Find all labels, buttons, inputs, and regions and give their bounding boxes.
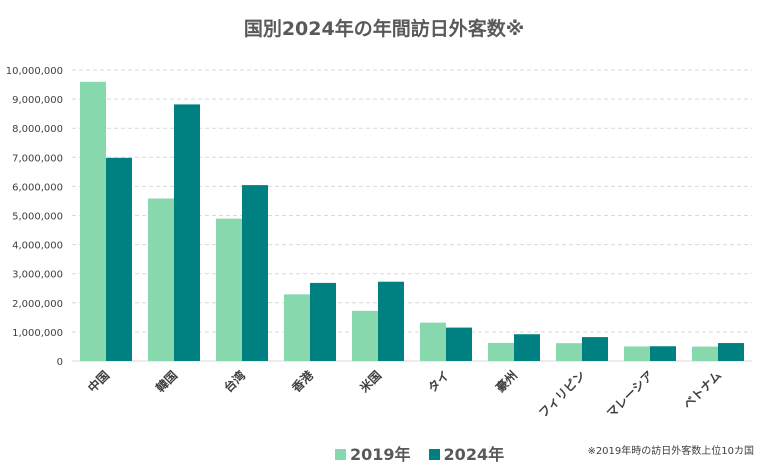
bar-2024 — [310, 282, 336, 361]
legend-label: 2019年 — [350, 445, 411, 464]
bar-2024 — [718, 343, 744, 361]
y-tick-label: 3,000,000 — [12, 270, 63, 281]
y-tick-label: 7,000,000 — [12, 153, 63, 164]
bar-2019 — [624, 346, 650, 361]
y-tick-label: 1,000,000 — [12, 328, 63, 339]
bar-2019 — [216, 218, 242, 361]
y-tick-label: 4,000,000 — [12, 241, 63, 252]
legend: 2019年 2024年 — [335, 441, 504, 465]
bar-2019 — [420, 322, 446, 361]
y-tick-label: 6,000,000 — [12, 182, 63, 193]
legend-label: 2024年 — [443, 445, 505, 464]
bar-2019 — [488, 342, 514, 361]
chart-title: 国別2024年の年間訪日外客数※ — [243, 18, 525, 40]
y-tick-label: 10,000,000 — [6, 66, 63, 77]
bar-2019 — [148, 198, 174, 361]
footnote: ※2019年時の訪日外客数上位10カ国 — [587, 446, 754, 457]
y-tick-label: 9,000,000 — [12, 95, 63, 106]
bar-2019 — [692, 346, 718, 361]
x-tick-label: マレーシア — [604, 368, 656, 420]
bar-2019 — [80, 81, 106, 361]
bar-2024 — [242, 185, 268, 361]
x-tick-label: タイ — [425, 368, 452, 395]
y-tick-label: 0 — [57, 357, 63, 368]
y-tick-label: 5,000,000 — [12, 212, 63, 223]
bar-2024 — [174, 104, 200, 361]
x-tick-label: 台湾 — [221, 368, 249, 396]
x-tick-label: 中国 — [85, 368, 113, 396]
bar-2024 — [446, 327, 472, 361]
bar-2024 — [106, 157, 132, 361]
legend-item-2024: 2024年 — [428, 441, 505, 465]
x-tick-label: 米国 — [357, 368, 385, 396]
bar-2024 — [378, 281, 404, 361]
bar-2024 — [582, 337, 608, 361]
legend-swatch — [335, 449, 346, 460]
x-tick-label: フィリピン — [536, 368, 588, 420]
y-tick-label: 8,000,000 — [12, 124, 63, 135]
bar-2019 — [556, 343, 582, 361]
bar-2024 — [650, 346, 676, 361]
x-tick-label: 香港 — [288, 367, 317, 396]
x-tick-label: 韓国 — [153, 368, 181, 396]
bar-2019 — [284, 294, 310, 361]
y-tick-label: 2,000,000 — [12, 299, 63, 310]
bar-2024 — [514, 334, 540, 361]
x-tick-label: 豪州 — [493, 368, 521, 396]
legend-item-2019: 2019年 — [335, 441, 411, 465]
legend-swatch — [428, 449, 440, 460]
bar-2019 — [352, 310, 378, 361]
x-tick-label: ベトナム — [681, 368, 725, 412]
